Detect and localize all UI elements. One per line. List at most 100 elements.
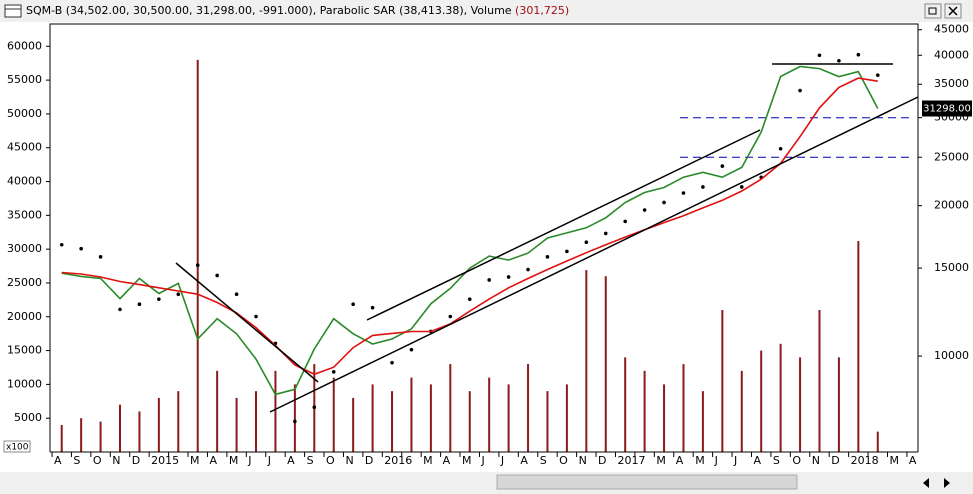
x-tick-label: 2018 bbox=[851, 454, 879, 467]
volume-bar bbox=[371, 384, 374, 452]
sar-dot bbox=[118, 307, 122, 312]
volume-bar bbox=[876, 431, 879, 452]
sar-dot bbox=[176, 292, 181, 296]
x-tick-label: 2015 bbox=[151, 454, 179, 467]
volume-bar bbox=[119, 404, 122, 452]
sar-dot bbox=[506, 275, 511, 279]
window-icon[interactable] bbox=[4, 4, 22, 18]
x-tick-label: A bbox=[753, 454, 761, 467]
x-tick-label: N bbox=[345, 454, 353, 467]
x-tick-label: O bbox=[559, 454, 568, 467]
sar-dot bbox=[798, 88, 802, 93]
sar-dot bbox=[720, 164, 725, 168]
trend-line bbox=[366, 129, 761, 321]
x-tick-label: D bbox=[831, 454, 839, 467]
scroll-left[interactable] bbox=[923, 478, 929, 488]
y-tick-label: 30000 bbox=[7, 242, 42, 255]
volume-bar bbox=[585, 270, 588, 452]
x-tick-label: S bbox=[73, 454, 80, 467]
restore-button[interactable] bbox=[924, 3, 942, 19]
trend-lines bbox=[175, 63, 919, 413]
trend-line bbox=[175, 262, 319, 383]
volume-bar bbox=[818, 310, 821, 452]
volume-bar bbox=[138, 411, 141, 452]
x-tick-label: D bbox=[132, 454, 140, 467]
sar-dot bbox=[623, 219, 627, 224]
x-tick-label: M bbox=[423, 454, 433, 467]
y2-tick-label: 10000 bbox=[934, 349, 969, 362]
volume-bar bbox=[216, 370, 219, 452]
sar-dot bbox=[370, 305, 375, 310]
x-tick-label: J bbox=[714, 454, 718, 467]
y2-tick-label: 35000 bbox=[934, 77, 969, 90]
sar-dot bbox=[778, 146, 783, 151]
sar-dot bbox=[603, 231, 608, 236]
volume-bar bbox=[157, 397, 160, 452]
price-line bbox=[61, 77, 878, 376]
scroll-right[interactable] bbox=[944, 478, 950, 488]
sar-dot bbox=[195, 263, 200, 268]
x-tick-label: D bbox=[598, 454, 606, 467]
volume-bar bbox=[527, 364, 530, 452]
y-tick-label: 15000 bbox=[7, 344, 42, 357]
volume-bar bbox=[99, 421, 102, 452]
volume-bar bbox=[565, 384, 568, 452]
sar-dot bbox=[875, 73, 880, 77]
sar-dot bbox=[739, 185, 744, 189]
sar-dot bbox=[817, 53, 822, 58]
volume-bar bbox=[760, 350, 763, 452]
toolbar-icons[interactable] bbox=[814, 476, 914, 488]
x-tick-label: A bbox=[54, 454, 62, 467]
volume-bar bbox=[701, 391, 704, 452]
sar-dot bbox=[681, 191, 686, 195]
volume-bar bbox=[196, 59, 199, 453]
plot-area bbox=[59, 52, 910, 453]
sar-dot bbox=[487, 278, 491, 282]
y-tick-label: 10000 bbox=[7, 377, 42, 390]
volume-bar bbox=[177, 391, 180, 452]
unit-box bbox=[3, 440, 31, 453]
x-tick-label: A bbox=[676, 454, 684, 467]
sar-dot bbox=[701, 185, 705, 189]
sar-dot bbox=[642, 208, 647, 212]
sar-dot bbox=[254, 314, 258, 319]
x-tick-label: M bbox=[229, 454, 239, 467]
volume-bar bbox=[255, 391, 258, 452]
sar-dot bbox=[545, 255, 550, 259]
sar-dot bbox=[467, 297, 472, 301]
x-tick-label: J bbox=[480, 454, 484, 467]
y-tick-label: 55000 bbox=[7, 73, 42, 86]
y-tick-label: 5000 bbox=[14, 411, 42, 424]
x-tick-label: A bbox=[287, 454, 295, 467]
x-tick-label: M bbox=[190, 454, 200, 467]
volume-bar bbox=[507, 384, 510, 452]
x-tick-label: S bbox=[307, 454, 314, 467]
sar-dot bbox=[293, 419, 297, 424]
volume-bar bbox=[488, 377, 491, 452]
x-tick-label: O bbox=[326, 454, 335, 467]
volume-bar bbox=[779, 343, 782, 452]
volume-bar bbox=[352, 397, 355, 452]
sar-dot bbox=[312, 405, 317, 410]
last-price-label: 31298.00 bbox=[923, 104, 971, 115]
x-tick-label: J bbox=[733, 454, 737, 467]
scroll-thumb[interactable] bbox=[496, 474, 798, 490]
x-tick-label: J bbox=[500, 454, 504, 467]
x-tick-label: M bbox=[889, 454, 899, 467]
restore-glyph bbox=[928, 7, 937, 15]
volume-bar bbox=[799, 357, 802, 452]
y-tick-label: 25000 bbox=[7, 276, 42, 289]
x-tick-label: J bbox=[267, 454, 271, 467]
y-tick-label: 20000 bbox=[7, 310, 42, 323]
x-tick-label: O bbox=[93, 454, 102, 467]
sar-dot bbox=[856, 52, 861, 57]
x-tick-label: A bbox=[443, 454, 451, 467]
sar-dot bbox=[584, 240, 589, 245]
title-text: SQM-B (34,502.00, 30,500.00, 31,298.00, … bbox=[26, 4, 512, 17]
title-volume: (301,725) bbox=[515, 4, 569, 17]
volume-bar bbox=[391, 391, 394, 452]
chart-title: SQM-B (34,502.00, 30,500.00, 31,298.00, … bbox=[26, 4, 569, 17]
